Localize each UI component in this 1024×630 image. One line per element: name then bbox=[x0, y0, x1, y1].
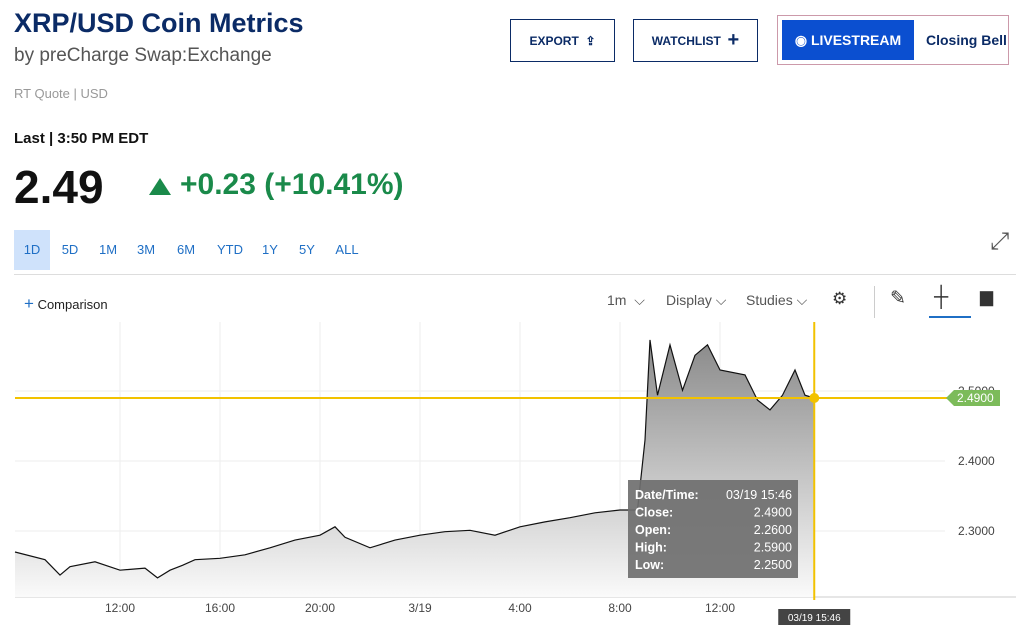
range-button[interactable]: 6M bbox=[176, 242, 196, 257]
tooltip-key: Close: bbox=[635, 506, 673, 520]
y-tick-label: 2.3000 bbox=[958, 524, 995, 538]
draw-icon[interactable]: ✎ bbox=[890, 288, 906, 309]
export-button[interactable]: EXPORT ⇪ bbox=[510, 19, 615, 62]
range-button[interactable]: 1Y bbox=[262, 242, 278, 257]
x-tick-label: 12:00 bbox=[705, 601, 735, 615]
tooltip-key: Open: bbox=[635, 523, 671, 537]
studies-text: Studies bbox=[746, 292, 793, 308]
range-button[interactable]: 5D bbox=[61, 242, 79, 257]
tool-divider bbox=[874, 286, 875, 318]
tooltip-value: 2.5900 bbox=[754, 541, 792, 555]
x-tick-label: 12:00 bbox=[105, 601, 135, 615]
interval[interactable]: 1m ⌵ bbox=[607, 292, 645, 308]
time-label-bg bbox=[778, 609, 851, 625]
live-box: ◉ LIVESTREAM Closing Bell bbox=[777, 15, 1009, 65]
price-label-bg bbox=[946, 390, 1000, 407]
display[interactable]: Display ⌵ bbox=[666, 292, 727, 308]
divider bbox=[14, 274, 1016, 275]
title: XRP/USD Coin Metrics bbox=[14, 8, 304, 38]
crosshair-dot bbox=[809, 393, 820, 404]
range-button[interactable]: 5Y bbox=[299, 242, 315, 257]
tooltip-value: 2.2500 bbox=[754, 558, 792, 572]
range-button[interactable]: ALL bbox=[335, 242, 359, 257]
price: 2.49 bbox=[14, 161, 104, 213]
tooltip-bg bbox=[628, 480, 798, 578]
comparison-text: Comparison bbox=[37, 297, 108, 312]
x-tick-label: 3/19 bbox=[408, 601, 432, 615]
last-label: Last | 3:50 PM EDT bbox=[14, 130, 149, 147]
tooltip-key: High: bbox=[635, 541, 667, 555]
settings-icon[interactable]: ⚙ bbox=[832, 289, 848, 308]
y-tick-label: 2.4000 bbox=[958, 454, 995, 468]
tooltip-value: 2.2600 bbox=[754, 523, 792, 537]
quote-type: RT Quote | USD bbox=[14, 86, 108, 101]
livestream-text: LIVESTREAM bbox=[810, 32, 902, 48]
price-label: 2.4900 bbox=[957, 391, 994, 405]
comment-icon[interactable]: ▆ bbox=[980, 287, 994, 306]
crosshair-icon[interactable]: ┼ bbox=[934, 286, 949, 308]
tooltip-value: 2.4900 bbox=[754, 506, 792, 520]
range-button[interactable]: 1D bbox=[14, 230, 50, 270]
export-text: EXPORT bbox=[529, 33, 579, 48]
livestream-button[interactable]: ◉ LIVESTREAM bbox=[782, 20, 914, 60]
watchlist-button[interactable]: WATCHLIST + bbox=[633, 19, 758, 62]
range-button[interactable]: 1M bbox=[98, 242, 118, 257]
x-tick-label: 8:00 bbox=[608, 601, 632, 615]
x-tick-label: 16:00 bbox=[205, 601, 235, 615]
tooltip-value: 03/19 15:46 bbox=[726, 488, 792, 502]
up-arrow bbox=[149, 178, 171, 195]
tooltip-key: Low: bbox=[635, 558, 664, 572]
range-button[interactable]: 3M bbox=[136, 242, 156, 257]
x-tick-label: 20:00 bbox=[305, 601, 335, 615]
range-button[interactable]: YTD bbox=[217, 242, 243, 257]
interval-text: 1m bbox=[607, 292, 627, 308]
display-text: Display bbox=[666, 292, 712, 308]
active-tool bbox=[929, 316, 971, 318]
time-label: 03/19 15:46 bbox=[788, 613, 841, 624]
studies[interactable]: Studies ⌵ bbox=[746, 292, 808, 308]
watchlist-text: WATCHLIST bbox=[651, 33, 721, 48]
comparison[interactable]: + Comparison bbox=[24, 294, 108, 313]
price-line bbox=[14, 339, 815, 579]
subtitle: by preCharge Swap:Exchange bbox=[14, 45, 272, 66]
expand-icon[interactable]: ⤢ bbox=[990, 228, 1010, 255]
x-tick-label: 4:00 bbox=[508, 601, 532, 615]
area bbox=[15, 339, 815, 597]
tooltip-key: Date/Time: bbox=[635, 488, 699, 502]
change: +0.23 (+10.41%) bbox=[180, 168, 404, 201]
closing-bell[interactable]: Closing Bell bbox=[926, 32, 1007, 48]
